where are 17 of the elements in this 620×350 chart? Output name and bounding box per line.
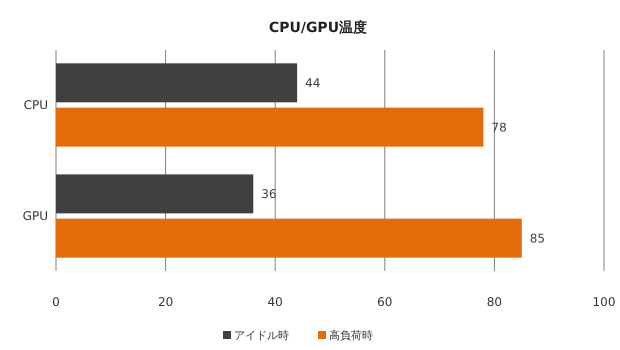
bar — [56, 174, 254, 214]
x-tick-label: 20 — [158, 295, 174, 309]
data-label: 44 — [305, 76, 320, 90]
x-tick-label: 100 — [592, 295, 616, 309]
legend-label: 高負荷時 — [329, 328, 373, 342]
x-tick-label: 40 — [268, 295, 283, 309]
x-tick-label: 80 — [486, 295, 502, 309]
legend-label: アイドル時 — [234, 328, 289, 342]
x-tick-label: 0 — [52, 295, 60, 309]
bar — [56, 108, 484, 147]
y-tick-label: GPU — [22, 209, 48, 224]
bar — [56, 63, 298, 102]
bar — [56, 218, 522, 258]
chart-title: CPU/GPU温度 — [268, 19, 368, 36]
data-label: 85 — [530, 231, 546, 246]
x-tick-label: 60 — [377, 295, 392, 309]
y-tick-label: CPU — [24, 98, 48, 112]
